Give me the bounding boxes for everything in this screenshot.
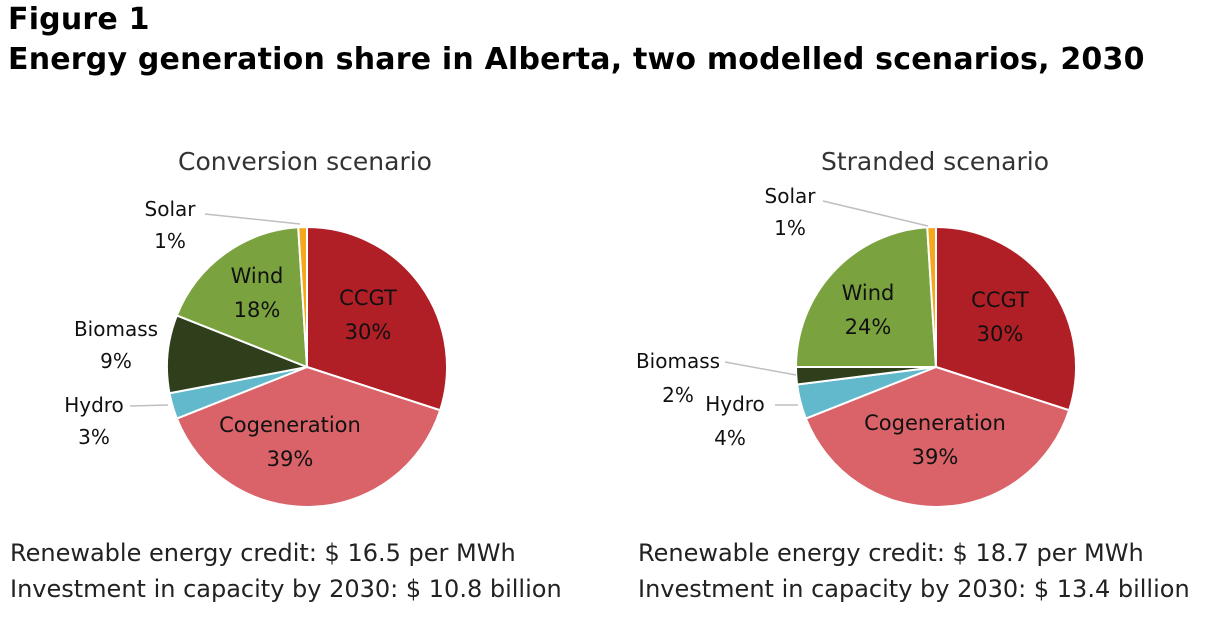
pie-slice-solar (926, 225, 937, 368)
slice-label-solar: Solar (145, 197, 197, 221)
slice-label-wind: Wind (842, 281, 895, 305)
pie-slice-cogeneration (804, 365, 1071, 509)
notes-stranded: Renewable energy credit: $ 18.7 per MWh … (638, 535, 1190, 607)
figure-label: Figure 1 (8, 2, 150, 37)
figure-title: Energy generation share in Alberta, two … (8, 42, 1145, 77)
slice-label-biomass: Biomass (636, 349, 720, 373)
slice-label-hydro: Hydro (705, 392, 765, 416)
slice-label-ccgt: CCGT (971, 288, 1029, 312)
pie-slice-wind (175, 226, 309, 369)
slice-value-wind: 24% (845, 315, 892, 339)
leader-line-biomass (724, 361, 797, 376)
slice-label-hydro: Hydro (64, 393, 124, 417)
slice-label-cogeneration: Cogeneration (219, 413, 361, 437)
pie-slice-wind (794, 226, 938, 368)
note-investment-conversion: Investment in capacity by 2030: $ 10.8 b… (10, 575, 562, 603)
leader-line-solar (822, 200, 929, 227)
pie-stranded: CCGT 30% Cogeneration 39% Hydro 4% Biomass 2% Wi… (636, 184, 1077, 509)
leader-line-hydro (129, 404, 169, 407)
note-renewable-credit-stranded: Renewable energy credit: $ 18.7 per MWh (638, 539, 1144, 567)
pie-slice-ccgt (935, 225, 1077, 412)
pie-slice-biomass (166, 314, 311, 395)
slice-value-solar: 1% (774, 216, 806, 240)
leader-line-solar (204, 213, 301, 225)
pie-conversion: CCGT 30% Cogeneration 39% Hydro 3% Biomass 9% Wi… (64, 197, 448, 509)
slice-label-solar: Solar (765, 184, 817, 208)
slice-value-hydro: 3% (78, 425, 110, 449)
slice-value-solar: 1% (154, 229, 186, 253)
slice-label-cogeneration: Cogeneration (864, 411, 1006, 435)
pie-slice-solar (297, 225, 308, 368)
chart-title-conversion: Conversion scenario (178, 147, 432, 176)
slice-value-biomass: 9% (100, 349, 132, 373)
slice-value-ccgt: 30% (345, 320, 392, 344)
slice-label-wind: Wind (231, 264, 284, 288)
slice-value-ccgt: 30% (977, 322, 1024, 346)
slice-value-cogeneration: 39% (912, 445, 959, 469)
slice-label-ccgt: CCGT (339, 286, 397, 310)
slice-value-cogeneration: 39% (267, 447, 314, 471)
note-investment-stranded: Investment in capacity by 2030: $ 13.4 b… (638, 575, 1190, 603)
slice-value-wind: 18% (234, 298, 281, 322)
pie-slice-ccgt (306, 225, 448, 412)
pie-slice-cogeneration (175, 365, 442, 509)
slice-label-biomass: Biomass (74, 317, 158, 341)
notes-conversion: Renewable energy credit: $ 16.5 per MWh … (10, 535, 562, 607)
slice-value-hydro: 4% (714, 426, 746, 450)
chart-title-stranded: Stranded scenario (821, 147, 1049, 176)
note-renewable-credit-conversion: Renewable energy credit: $ 16.5 per MWh (10, 539, 516, 567)
slice-value-biomass: 2% (662, 383, 694, 407)
